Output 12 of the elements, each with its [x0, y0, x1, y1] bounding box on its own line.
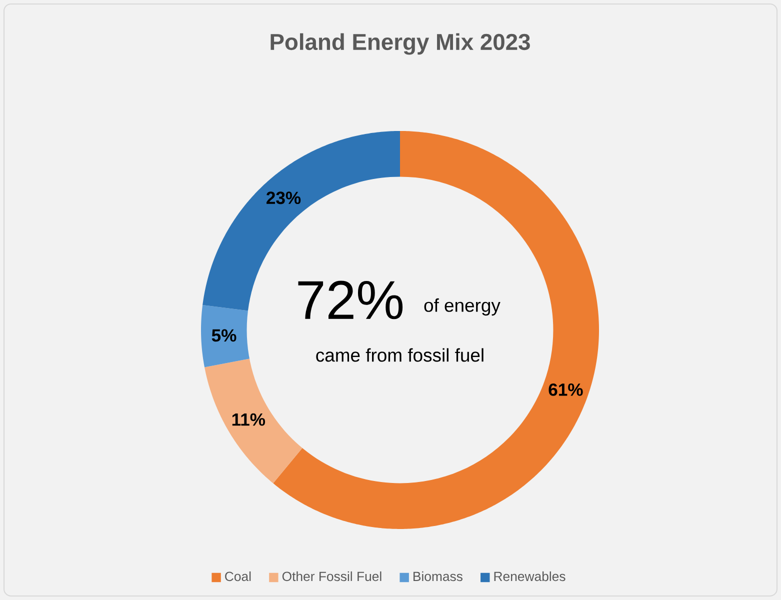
data-label: 61%: [548, 383, 583, 396]
chart-title: Poland Energy Mix 2023: [270, 33, 530, 55]
legend-label: Biomass: [414, 571, 462, 582]
data-label: 5%: [212, 329, 236, 342]
text: of energy: [424, 298, 500, 316]
legend-label: Renewables: [494, 571, 566, 582]
legend-label: Other Fossil Fuel: [282, 571, 382, 582]
legend-label: Coal: [225, 571, 251, 582]
data-label: 11%: [232, 413, 266, 426]
data-label: 23%: [266, 192, 301, 204]
text: came from fossil fuel: [316, 348, 484, 362]
text: 72%: [298, 280, 403, 320]
